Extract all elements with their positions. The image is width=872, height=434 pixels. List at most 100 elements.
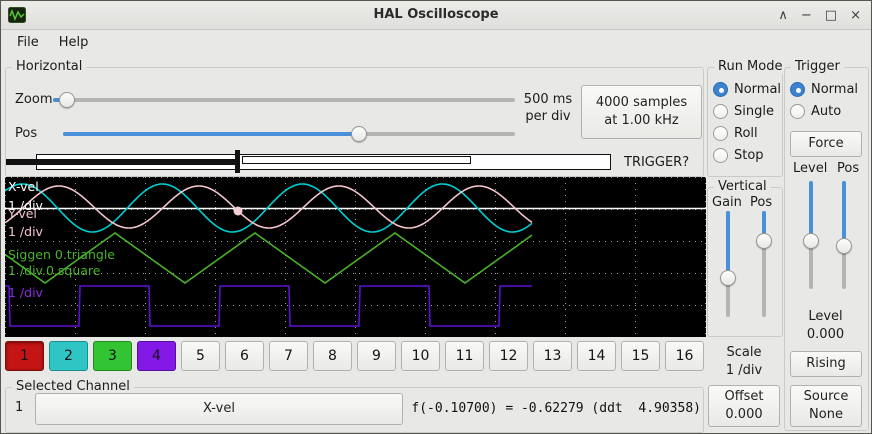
run-mode-option-roll-label: Roll (734, 126, 758, 141)
trigger-source-label: Source (803, 389, 849, 405)
record-overview-cursor[interactable] (235, 150, 240, 173)
run-mode-option-normal[interactable]: Normal (713, 82, 781, 97)
time-per-div-value: 500 ms (523, 92, 573, 107)
run-mode-option-normal-radio-icon[interactable] (713, 82, 728, 97)
run-mode-option-stop[interactable]: Stop (713, 148, 781, 163)
trigger-source-value: None (809, 407, 843, 422)
samples-button[interactable]: 4000 samples at 1.00 kHz (581, 85, 702, 139)
pos-slider-fill (63, 132, 359, 136)
app-icon (8, 7, 26, 23)
run-mode-option-single-radio-icon[interactable] (713, 104, 728, 119)
run-mode-option-stop-radio-icon[interactable] (713, 148, 728, 163)
scope-channel-label: Y-vel (8, 206, 37, 221)
selected-channel-number: 1 (15, 400, 24, 415)
selected-channel-group: Selected Channel (5, 379, 704, 433)
channel-button-14[interactable]: 14 (577, 341, 616, 371)
run-mode-option-roll[interactable]: Roll (713, 126, 781, 141)
trigger-level-slider[interactable] (803, 181, 819, 289)
minimize-button[interactable]: − (800, 7, 812, 23)
run-mode-options: Normal Single Roll Stop (713, 82, 781, 170)
trigger-options: Normal Auto (790, 82, 858, 126)
horizontal-pos-label: Pos (15, 126, 38, 141)
shade-button[interactable]: ∧ (778, 7, 788, 23)
run-mode-option-single[interactable]: Single (713, 104, 781, 119)
scope-channel-label: Siggen 0.triangle (8, 247, 115, 262)
trigger-source-button[interactable]: Source None (790, 385, 862, 427)
horizontal-group-label: Horizontal (12, 59, 87, 74)
channel-button-5[interactable]: 5 (181, 341, 220, 371)
menu-file[interactable]: File (17, 35, 39, 50)
channel-button-6[interactable]: 6 (225, 341, 264, 371)
trigger-edge-button[interactable]: Rising (790, 351, 862, 377)
zoom-slider[interactable] (53, 92, 515, 108)
channel-button-13[interactable]: 13 (533, 341, 572, 371)
trigger-option-auto-radio-icon[interactable] (790, 104, 805, 119)
offset-label: Offset (724, 389, 764, 405)
scope-channel-label: 1 /div (8, 285, 43, 300)
time-per-div-unit: per div (525, 109, 571, 124)
selected-channel-group-label: Selected Channel (12, 379, 134, 394)
trigger-pos-slider-handle[interactable] (836, 238, 852, 254)
gain-slider-fill (726, 211, 730, 278)
trigger-level-slider-handle[interactable] (803, 233, 819, 249)
trigger-group-label: Trigger (791, 59, 844, 74)
samples-line2: at 1.00 kHz (604, 113, 679, 128)
vertical-pos-label: Pos (750, 195, 773, 210)
channel-button-2[interactable]: 2 (49, 341, 88, 371)
trigger-pos-slider-fill (842, 181, 846, 246)
zoom-slider-track[interactable] (53, 98, 515, 102)
maximize-button[interactable]: □ (824, 7, 838, 23)
offset-button[interactable]: Offset 0.000 (708, 385, 780, 427)
channel-button-1[interactable]: 1 (5, 341, 44, 371)
vertical-pos-slider-handle[interactable] (756, 233, 772, 249)
vertical-group: Vertical (707, 179, 783, 337)
force-button[interactable]: Force (790, 131, 862, 157)
scale-value: 1 /div (725, 363, 763, 378)
channel-buttons: 1 2 3 4 5 6 7 8 9 10 11 12 13 14 15 16 (5, 341, 709, 371)
channel-button-8[interactable]: 8 (313, 341, 352, 371)
channel-button-10[interactable]: 10 (401, 341, 440, 371)
trigger-option-normal-label: Normal (811, 82, 859, 97)
run-mode-option-stop-label: Stop (734, 148, 764, 163)
channel-button-16[interactable]: 16 (665, 341, 704, 371)
trigger-option-auto[interactable]: Auto (790, 104, 858, 119)
horizontal-group: Horizontal (5, 59, 704, 177)
channel-button-11[interactable]: 11 (445, 341, 484, 371)
run-mode-group: Run Mode (707, 59, 787, 177)
trigger-option-normal-radio-icon[interactable] (790, 82, 805, 97)
run-mode-group-label: Run Mode (714, 59, 787, 74)
channel-value-readout: f(-0.10700) = -0.62279 (ddt 4.90358) (411, 401, 701, 416)
channel-button-3[interactable]: 3 (93, 341, 132, 371)
menu-help[interactable]: Help (58, 35, 89, 50)
selected-channel-name-button[interactable]: X-vel (35, 393, 403, 425)
zoom-slider-handle[interactable] (59, 92, 75, 108)
vertical-pos-slider-track[interactable] (762, 211, 766, 317)
channel-button-4[interactable]: 4 (137, 341, 176, 371)
titlebar: HAL Oscilloscope ∧ − □ × (1, 1, 871, 30)
run-mode-option-normal-label: Normal (734, 82, 782, 97)
trigger-pos-slider[interactable] (836, 181, 852, 289)
gain-slider[interactable] (720, 211, 736, 317)
gain-label: Gain (712, 195, 742, 210)
scope-channel-label: X-vel (8, 179, 39, 194)
gain-slider-handle[interactable] (720, 270, 736, 286)
channel-button-7[interactable]: 7 (269, 341, 308, 371)
channel-button-9[interactable]: 9 (357, 341, 396, 371)
scope-channel-labels: X-vel 1 /div Y-vel 1 /div Siggen 0.triangle 1… (5, 177, 706, 337)
trigger-point-marker (233, 206, 243, 216)
record-overview-filled (6, 159, 237, 165)
horizontal-pos-slider[interactable] (63, 126, 515, 142)
trigger-option-normal[interactable]: Normal (790, 82, 858, 97)
trigger-level-readout-label: Level (808, 309, 843, 324)
window-controls: ∧ − □ × (778, 1, 861, 29)
scale-label: Scale (726, 345, 762, 360)
run-mode-option-single-label: Single (734, 104, 774, 119)
pos-slider-handle[interactable] (351, 126, 367, 142)
channel-button-12[interactable]: 12 (489, 341, 528, 371)
run-mode-option-roll-radio-icon[interactable] (713, 126, 728, 141)
vertical-pos-slider[interactable] (756, 211, 772, 317)
close-button[interactable]: × (850, 7, 861, 23)
channel-button-15[interactable]: 15 (621, 341, 660, 371)
offset-value: 0.000 (725, 407, 763, 422)
